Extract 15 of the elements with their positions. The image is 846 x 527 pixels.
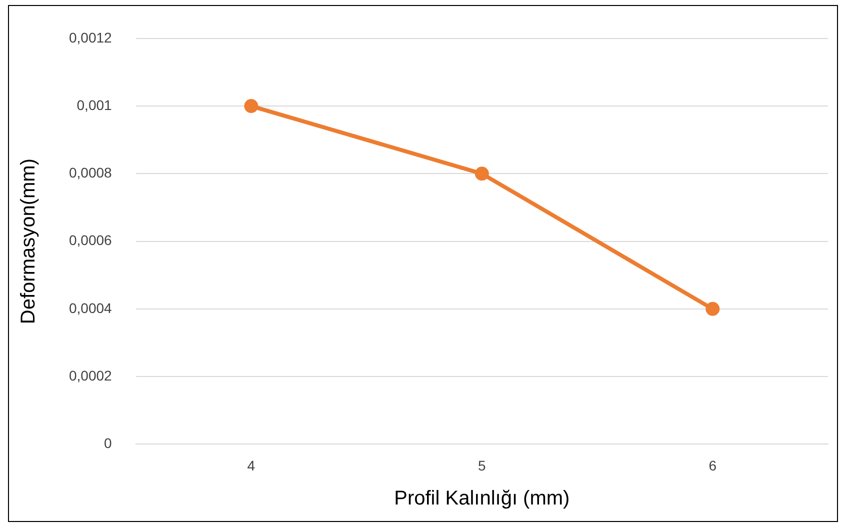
y-tick-label: 0,0006 xyxy=(68,232,112,248)
y-tick-label: 0,0004 xyxy=(68,300,112,316)
y-axis-title: Deformasyon(mm) xyxy=(18,158,40,324)
x-tick-label: 4 xyxy=(247,457,256,474)
y-tick-label: 0,0012 xyxy=(68,29,112,46)
point xyxy=(706,302,720,316)
x-axis-title: Profil Kalınlığı (mm) xyxy=(394,488,570,510)
x-tick-label: 6 xyxy=(708,457,717,474)
x-tick-label: 5 xyxy=(478,457,486,474)
y-tick-label: 0,0008 xyxy=(68,164,112,181)
y-tick-label: 0,0002 xyxy=(68,367,112,384)
y-tick-label: 0 xyxy=(104,435,112,452)
point xyxy=(244,99,258,114)
point xyxy=(474,166,489,181)
y-tick-label: 0,001 xyxy=(76,96,112,113)
